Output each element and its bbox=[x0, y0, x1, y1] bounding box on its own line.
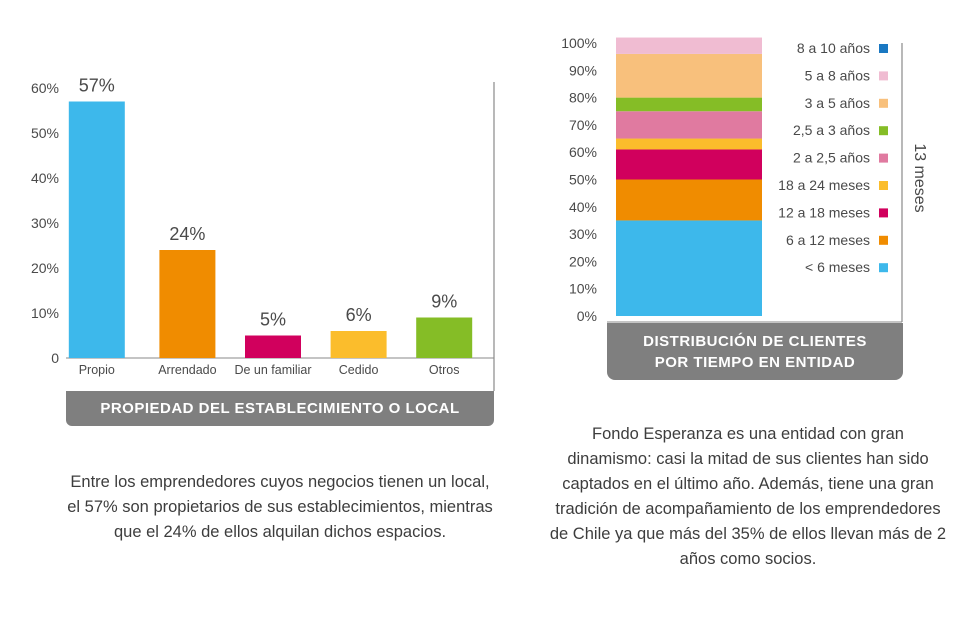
stacked-chart-title-line-1: DISTRIBUCIÓN DE CLIENTES bbox=[643, 332, 867, 350]
y-tick-label: 20% bbox=[31, 260, 59, 276]
legend-label: 5 a 8 años bbox=[805, 67, 870, 83]
bar-value-label: 6% bbox=[346, 305, 372, 325]
legend-swatch bbox=[879, 71, 888, 81]
legend-swatch bbox=[879, 181, 888, 190]
bar bbox=[245, 335, 301, 358]
bracket-label: 13 meses bbox=[911, 143, 928, 212]
x-category-label: Otros bbox=[429, 363, 460, 377]
legend-swatch bbox=[879, 263, 888, 273]
y-tick-label: 50% bbox=[31, 125, 59, 141]
y-tick-label: 20% bbox=[569, 253, 597, 269]
bar-value-label: 5% bbox=[260, 310, 286, 330]
stacked-chart-title-line-2: POR TIEMPO EN ENTIDAD bbox=[654, 353, 856, 371]
legend-swatch bbox=[879, 98, 888, 108]
stacked-segment bbox=[616, 97, 762, 112]
legend-swatch bbox=[879, 153, 888, 163]
legend-label: 2,5 a 3 años bbox=[793, 122, 870, 138]
legend-label: 18 a 24 meses bbox=[778, 177, 870, 193]
y-tick-label: 40% bbox=[569, 199, 597, 215]
x-category-label: Propio bbox=[79, 363, 115, 377]
bar-value-label: 57% bbox=[79, 76, 115, 96]
stacked-segment bbox=[616, 37, 762, 54]
y-tick-label: 30% bbox=[31, 215, 59, 231]
stacked-segment bbox=[616, 179, 762, 221]
y-tick-label: 10% bbox=[569, 281, 597, 297]
y-tick-label: 30% bbox=[569, 226, 597, 242]
stacked-segment bbox=[616, 111, 762, 139]
stacked-segment bbox=[616, 149, 762, 180]
stacked-segment bbox=[616, 220, 762, 316]
bar bbox=[330, 331, 387, 358]
y-tick-label: 100% bbox=[561, 35, 597, 51]
stacked-segment bbox=[616, 138, 762, 150]
legend-swatch bbox=[879, 126, 888, 136]
x-category-label: Arrendado bbox=[158, 363, 216, 377]
x-category-label: De un familiar bbox=[234, 363, 311, 377]
bar bbox=[159, 250, 216, 358]
legend-label: 2 a 2,5 años bbox=[793, 150, 870, 166]
x-category-label: Cedido bbox=[339, 363, 379, 377]
y-tick-label: 10% bbox=[31, 305, 59, 321]
right-caption: Fondo Esperanza es una entidad con gran … bbox=[549, 425, 947, 568]
bar bbox=[68, 101, 125, 358]
stacked-segment bbox=[616, 53, 762, 98]
left-caption: Entre los emprendedores cuyos negocios t… bbox=[67, 473, 493, 541]
y-tick-label: 70% bbox=[569, 117, 597, 133]
legend-label: 8 a 10 años bbox=[797, 40, 870, 56]
legend-swatch bbox=[879, 235, 888, 245]
legend-label: 12 a 18 meses bbox=[778, 204, 870, 220]
legend-label: 6 a 12 meses bbox=[786, 232, 870, 248]
y-tick-label: 0 bbox=[51, 350, 59, 366]
y-tick-label: 60% bbox=[31, 80, 59, 96]
bar-value-label: 24% bbox=[169, 224, 205, 244]
y-tick-label: 80% bbox=[569, 90, 597, 106]
y-tick-label: 90% bbox=[569, 62, 597, 78]
bar-value-label: 9% bbox=[431, 292, 457, 312]
bar-chart-title: PROPIEDAD DEL ESTABLECIMIENTO O LOCAL bbox=[66, 391, 494, 426]
stacked-chart-title: DISTRIBUCIÓN DE CLIENTES POR TIEMPO EN E… bbox=[607, 323, 903, 380]
y-tick-label: 0% bbox=[577, 308, 597, 324]
legend-swatch bbox=[879, 208, 888, 218]
bar bbox=[416, 317, 473, 358]
y-tick-label: 50% bbox=[569, 172, 597, 188]
legend-label: 3 a 5 años bbox=[805, 95, 870, 111]
y-tick-label: 40% bbox=[31, 170, 59, 186]
y-tick-label: 60% bbox=[569, 144, 597, 160]
legend-label: < 6 meses bbox=[805, 259, 870, 275]
legend-swatch bbox=[879, 44, 888, 53]
